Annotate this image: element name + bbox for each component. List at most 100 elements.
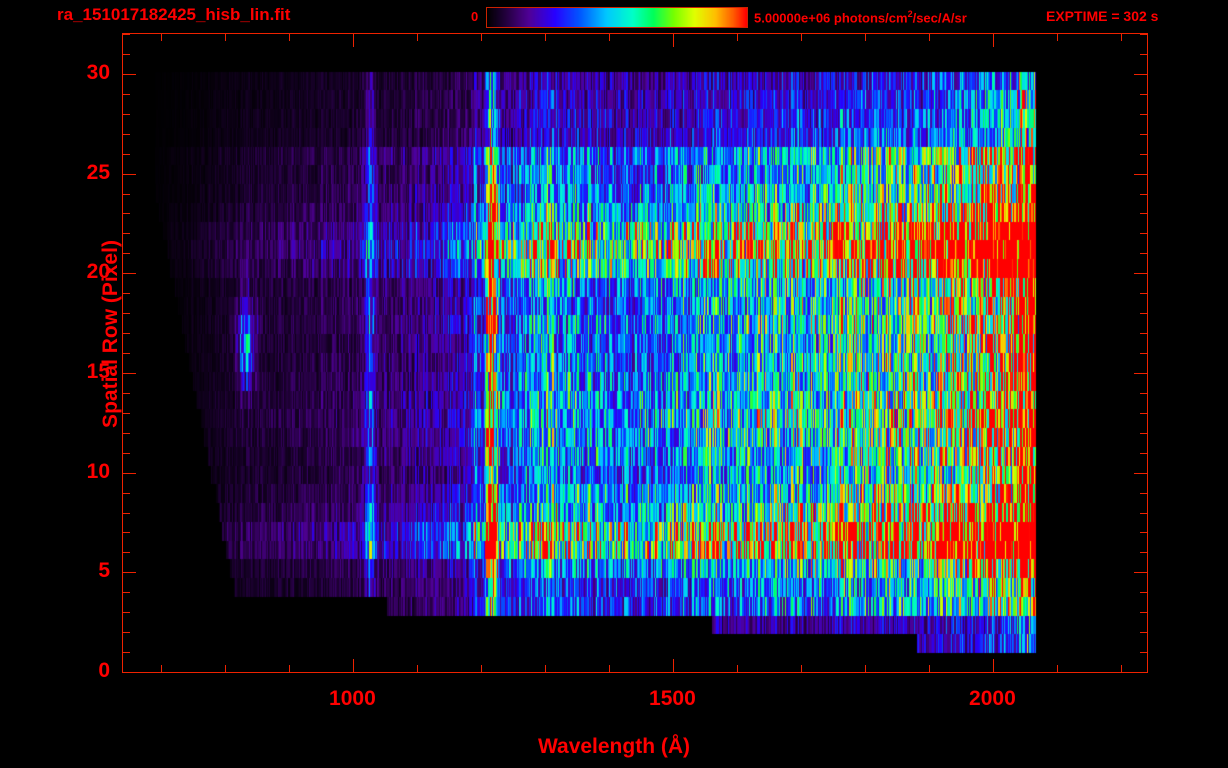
y-axis-tick <box>1134 74 1147 75</box>
colorbar-max-label-exponent: 2 <box>907 9 913 19</box>
colorbar <box>486 7 748 28</box>
y-axis-tick <box>1140 652 1147 653</box>
x-axis-tick <box>609 665 610 672</box>
y-axis-tick <box>123 652 130 653</box>
y-axis-tick <box>1140 513 1147 514</box>
y-axis-tick <box>123 333 130 334</box>
y-axis-tick <box>1134 273 1147 274</box>
x-axis-tick <box>865 34 866 41</box>
y-axis-tick <box>1140 333 1147 334</box>
y-tick-label: 10 <box>86 459 110 483</box>
y-axis-tick <box>1140 532 1147 533</box>
exptime-label: EXPTIME = 302 s <box>1046 8 1159 24</box>
y-axis-tick <box>1140 493 1147 494</box>
x-axis-tick <box>225 34 226 41</box>
x-axis-tick <box>609 34 610 41</box>
y-axis-tick <box>1134 572 1147 573</box>
y-axis-tick <box>1140 233 1147 234</box>
y-axis-tick <box>123 513 130 514</box>
y-axis-tick <box>123 453 130 454</box>
x-axis-tick <box>1057 665 1058 672</box>
x-tick-label: 2000 <box>969 687 1016 710</box>
y-tick-label: 30 <box>86 60 110 84</box>
y-axis-tick <box>1134 473 1147 474</box>
x-axis-tick <box>865 665 866 672</box>
spectrum-heatmap-image <box>123 34 1147 672</box>
y-axis-tick <box>1140 433 1147 434</box>
x-axis-tick <box>673 34 674 47</box>
y-axis-tick <box>1140 453 1147 454</box>
x-axis-tick <box>225 665 226 672</box>
x-axis-tick <box>737 665 738 672</box>
y-axis-tick <box>123 54 130 55</box>
colorbar-min-label: 0 <box>471 9 479 24</box>
y-axis-tick <box>1140 313 1147 314</box>
x-axis-tick <box>993 659 994 672</box>
x-axis-tick <box>545 34 546 41</box>
y-axis-tick <box>1140 114 1147 115</box>
y-axis-tick <box>123 293 130 294</box>
x-axis-tick <box>1121 665 1122 672</box>
y-axis-tick <box>123 134 130 135</box>
y-axis-tick <box>123 353 130 354</box>
y-axis-tick <box>123 94 130 95</box>
plot-frame: Spatial Row (Pixel) <box>99 33 1148 673</box>
x-axis-tick <box>1121 34 1122 41</box>
y-axis-tick <box>1134 174 1147 175</box>
y-axis-tick <box>123 592 130 593</box>
y-axis-tick <box>123 194 130 195</box>
y-axis-tick <box>123 213 130 214</box>
y-axis-tick <box>123 672 136 673</box>
x-axis-tick <box>161 34 162 41</box>
x-axis-tick <box>417 34 418 41</box>
x-axis-tick <box>289 665 290 672</box>
x-axis-tick <box>481 665 482 672</box>
y-axis-tick <box>123 74 136 75</box>
x-axis-tick <box>353 34 354 47</box>
x-axis-tick <box>417 665 418 672</box>
y-axis-tick <box>123 273 136 274</box>
x-axis-tick <box>353 659 354 672</box>
y-axis-tick <box>1140 134 1147 135</box>
y-axis-tick <box>1140 54 1147 55</box>
y-tick-label: 20 <box>86 260 110 284</box>
y-axis-tick <box>1140 213 1147 214</box>
y-axis-tick <box>123 393 130 394</box>
y-axis-tick <box>1140 632 1147 633</box>
y-axis-tick <box>1134 672 1147 673</box>
y-axis-tick <box>1140 34 1147 35</box>
x-axis-tick <box>929 34 930 41</box>
colorbar-max-label-post: /sec/A/sr <box>912 10 967 26</box>
page-title: ra_151017182425_hisb_lin.fit <box>57 5 291 24</box>
y-axis-tick <box>1140 552 1147 553</box>
y-tick-label: 15 <box>86 359 110 383</box>
x-axis-tick <box>161 665 162 672</box>
x-axis-tick <box>801 665 802 672</box>
y-axis-tick <box>123 233 130 234</box>
y-axis-tick <box>1140 94 1147 95</box>
y-axis-tick <box>123 34 130 35</box>
y-tick-label: 25 <box>86 160 110 184</box>
y-axis-tick <box>1140 393 1147 394</box>
y-axis-tick <box>1140 612 1147 613</box>
x-axis-tick <box>929 665 930 672</box>
y-axis-tick <box>123 114 130 115</box>
y-axis-tick <box>123 174 136 175</box>
x-axis-tick <box>1057 34 1058 41</box>
x-axis-tick <box>801 34 802 41</box>
x-axis-tick <box>993 34 994 47</box>
x-axis-tick <box>737 34 738 41</box>
colorbar-max-label-pre: 5.00000e+06 photons/cm <box>754 10 908 26</box>
y-axis-tick <box>123 612 130 613</box>
y-axis-tick <box>123 433 130 434</box>
y-axis-tick <box>123 413 130 414</box>
y-axis-tick <box>123 253 130 254</box>
y-axis-tick <box>1140 592 1147 593</box>
y-axis-tick <box>1134 373 1147 374</box>
y-axis-tick <box>123 632 130 633</box>
x-axis-tick <box>289 34 290 41</box>
y-axis-tick <box>1140 253 1147 254</box>
x-tick-label: 1500 <box>649 687 696 710</box>
y-axis-tick <box>1140 353 1147 354</box>
